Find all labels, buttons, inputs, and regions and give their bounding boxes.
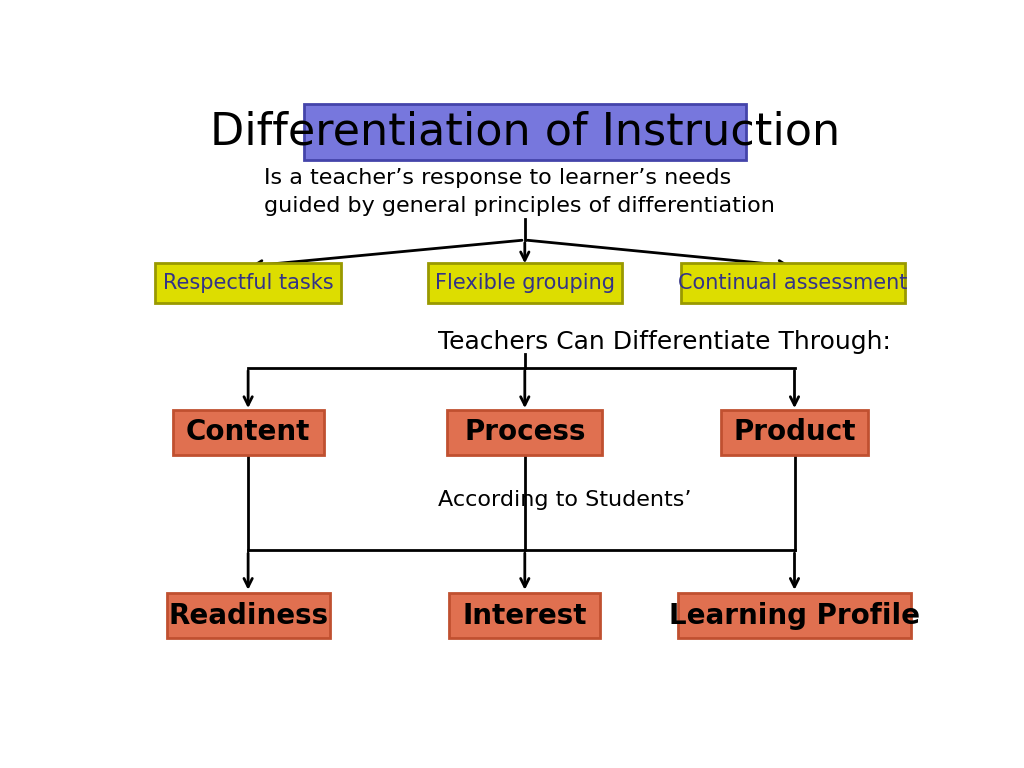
Text: Process: Process [464, 419, 586, 446]
Text: Respectful tasks: Respectful tasks [163, 273, 334, 293]
FancyBboxPatch shape [428, 263, 622, 303]
Text: According to Students’: According to Students’ [438, 490, 691, 510]
Text: Interest: Interest [463, 602, 587, 630]
FancyBboxPatch shape [304, 104, 745, 160]
Text: Differentiation of Instruction: Differentiation of Instruction [210, 111, 840, 154]
Text: Content: Content [186, 419, 310, 446]
FancyBboxPatch shape [450, 594, 600, 638]
Text: Readiness: Readiness [168, 602, 328, 630]
Text: Product: Product [733, 419, 856, 446]
FancyBboxPatch shape [167, 594, 330, 638]
FancyBboxPatch shape [678, 594, 910, 638]
FancyBboxPatch shape [155, 263, 341, 303]
FancyBboxPatch shape [681, 263, 905, 303]
FancyBboxPatch shape [447, 410, 602, 455]
Text: Flexible grouping: Flexible grouping [435, 273, 614, 293]
FancyBboxPatch shape [721, 410, 868, 455]
Text: Teachers Can Differentiate Through:: Teachers Can Differentiate Through: [438, 330, 891, 354]
FancyBboxPatch shape [173, 410, 324, 455]
Text: Continual assessment: Continual assessment [678, 273, 907, 293]
Text: guided by general principles of differentiation: guided by general principles of differen… [263, 196, 774, 216]
Text: Learning Profile: Learning Profile [669, 602, 920, 630]
Text: Is a teacher’s response to learner’s needs: Is a teacher’s response to learner’s nee… [263, 168, 731, 188]
